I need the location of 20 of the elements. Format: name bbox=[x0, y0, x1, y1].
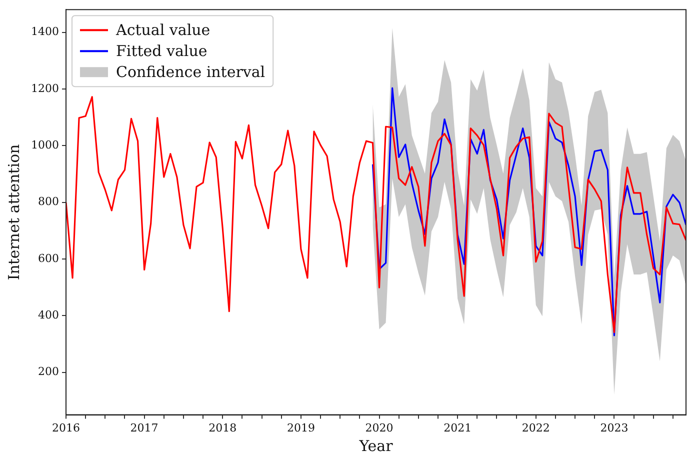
y-tick-label: 400 bbox=[38, 308, 59, 322]
x-tick-label: 2023 bbox=[600, 421, 628, 434]
x-tick-label: 2016 bbox=[52, 421, 80, 434]
x-tick-label: 2018 bbox=[208, 421, 237, 434]
x-tick-label: 2019 bbox=[286, 421, 315, 434]
y-tick-label: 200 bbox=[38, 365, 59, 378]
legend-label: Actual value bbox=[114, 20, 210, 39]
y-tick-label: 1000 bbox=[30, 138, 59, 152]
y-tick-label: 800 bbox=[38, 195, 59, 208]
legend-label: Fitted value bbox=[116, 42, 208, 60]
y-axis-title: Internet attention bbox=[4, 144, 23, 280]
y-tick-label: 600 bbox=[38, 252, 59, 265]
y-tick-label: 1400 bbox=[30, 25, 59, 38]
x-axis-title: Year bbox=[358, 436, 394, 455]
x-tick-label: 2017 bbox=[130, 421, 158, 434]
legend-label: Confidence interval bbox=[116, 62, 266, 81]
x-tick-label: 2021 bbox=[444, 421, 472, 434]
x-tick-label: 2022 bbox=[522, 421, 550, 434]
x-tick-label: 2020 bbox=[365, 421, 394, 434]
y-tick-label: 1200 bbox=[30, 82, 59, 95]
